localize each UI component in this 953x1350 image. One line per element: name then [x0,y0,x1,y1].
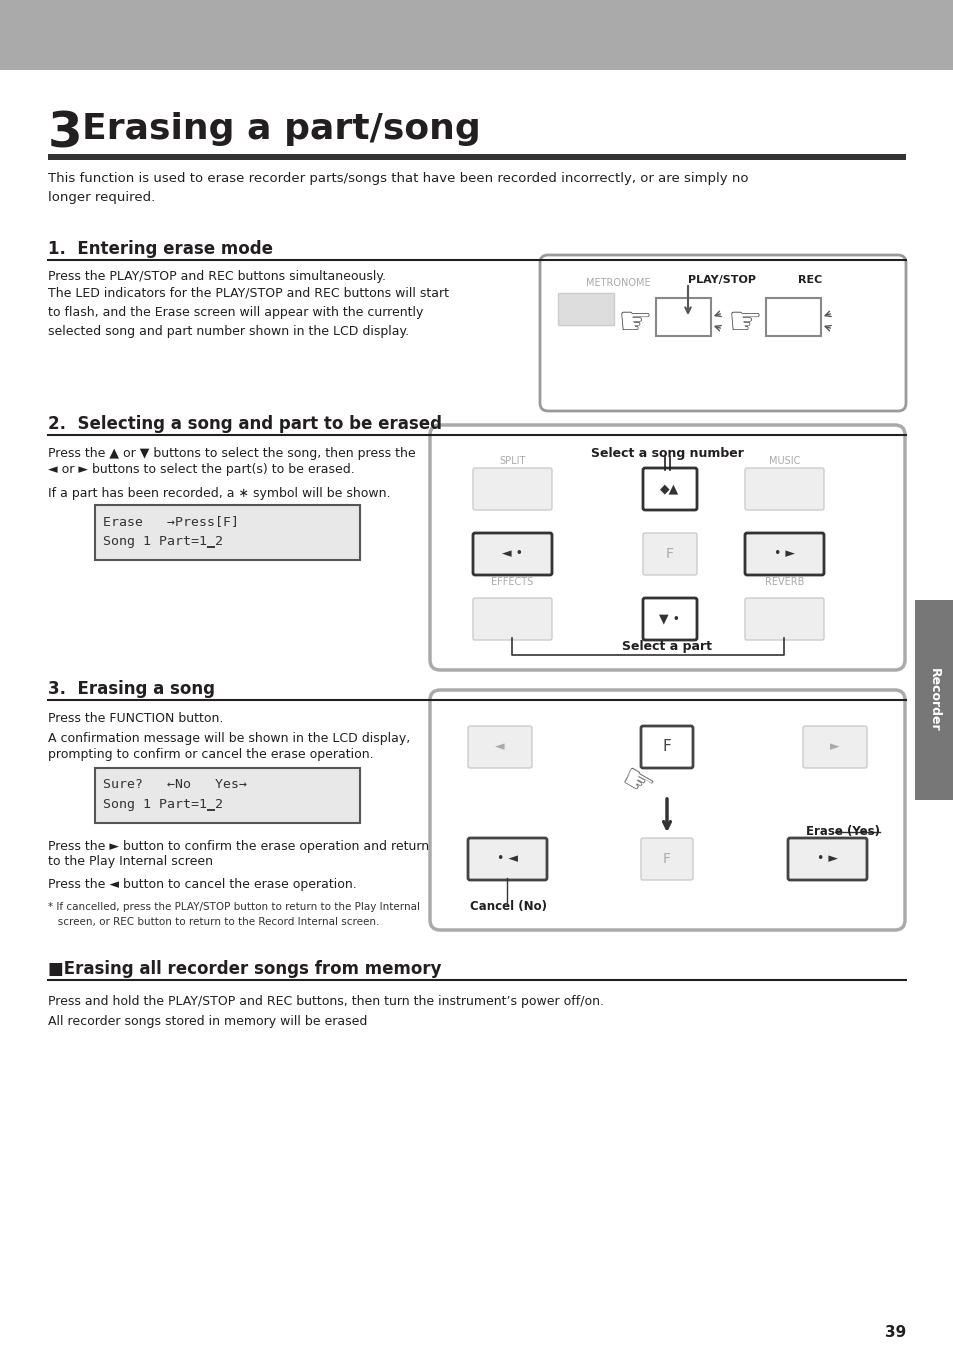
Text: EFFECTS: EFFECTS [491,576,533,587]
Text: ◄ •: ◄ • [501,548,522,560]
Text: F: F [662,740,671,755]
Text: 3: 3 [48,109,83,158]
Text: Sure?   ←No   Yes→: Sure? ←No Yes→ [103,778,247,791]
Text: Song 1 Part=1‗2: Song 1 Part=1‗2 [103,535,223,548]
Text: ◄ or ► buttons to select the part(s) to be erased.: ◄ or ► buttons to select the part(s) to … [48,463,355,477]
Text: prompting to confirm or cancel the erase operation.: prompting to confirm or cancel the erase… [48,748,374,761]
Text: 1.  Entering erase mode: 1. Entering erase mode [48,240,273,258]
Text: Recorder: Recorder [926,668,940,732]
FancyBboxPatch shape [539,255,905,410]
Bar [765,298,821,336]
Text: Press and hold the PLAY/STOP and REC buttons, then turn the instrument’s power o: Press and hold the PLAY/STOP and REC but… [48,995,603,1008]
Text: The LED indicators for the PLAY/STOP and REC buttons will start
to flash, and th: The LED indicators for the PLAY/STOP and… [48,288,449,338]
Bar [95,768,359,824]
Text: • ◄: • ◄ [497,852,517,865]
Text: Press the FUNCTION button.: Press the FUNCTION button. [48,711,223,725]
FancyBboxPatch shape [473,598,552,640]
Text: • ►: • ► [816,852,837,865]
Text: ■Erasing all recorder songs from memory: ■Erasing all recorder songs from memory [48,960,441,977]
Text: REC: REC [797,275,821,285]
Text: ▼ •: ▼ • [659,613,679,625]
Text: ☞: ☞ [618,304,652,342]
Text: 39: 39 [883,1324,905,1341]
Text: REVERB: REVERB [764,576,803,587]
Bar [95,505,359,560]
Text: 2.  Selecting a song and part to be erased: 2. Selecting a song and part to be erase… [48,414,441,433]
Text: PLAY/STOP: PLAY/STOP [687,275,755,285]
FancyBboxPatch shape [640,726,692,768]
Text: Erasing a part/song: Erasing a part/song [82,112,480,146]
Text: • ►: • ► [773,548,794,560]
Text: to the Play Internal screen: to the Play Internal screen [48,855,213,868]
FancyBboxPatch shape [642,468,697,510]
Text: * If cancelled, press the PLAY/STOP button to return to the Play Internal: * If cancelled, press the PLAY/STOP butt… [48,902,419,913]
Text: Cancel (No): Cancel (No) [470,900,546,913]
Text: ◄: ◄ [495,741,504,753]
FancyBboxPatch shape [787,838,866,880]
Text: ☞: ☞ [727,304,762,342]
Text: ►: ► [829,741,839,753]
Text: screen, or REC button to return to the Record Internal screen.: screen, or REC button to return to the R… [48,917,379,927]
FancyBboxPatch shape [640,838,692,880]
Text: F: F [665,547,673,562]
FancyBboxPatch shape [473,468,552,510]
FancyBboxPatch shape [642,598,697,640]
FancyBboxPatch shape [430,690,904,930]
Text: This function is used to erase recorder parts/songs that have been recorded inco: This function is used to erase recorder … [48,171,748,204]
Text: MUSIC: MUSIC [768,456,800,466]
FancyBboxPatch shape [802,726,866,768]
Text: ☞: ☞ [614,760,659,806]
Bar [558,293,614,325]
Text: Song 1 Part=1‗2: Song 1 Part=1‗2 [103,798,223,811]
Bar [656,298,710,336]
FancyBboxPatch shape [430,425,904,670]
Text: F: F [662,852,670,865]
Text: Select a part: Select a part [621,640,711,653]
Bar [48,154,905,161]
Text: All recorder songs stored in memory will be erased: All recorder songs stored in memory will… [48,1015,367,1027]
Text: METRONOME: METRONOME [585,278,650,288]
Text: SPLIT: SPLIT [498,456,525,466]
FancyBboxPatch shape [642,533,697,575]
Text: Press the ► button to confirm the erase operation and return: Press the ► button to confirm the erase … [48,840,429,853]
Text: Press the ◄ button to cancel the erase operation.: Press the ◄ button to cancel the erase o… [48,878,356,891]
Text: 3.  Erasing a song: 3. Erasing a song [48,680,214,698]
Text: Erase   →Press[F]: Erase →Press[F] [103,514,239,528]
FancyBboxPatch shape [744,598,823,640]
Text: Press the PLAY/STOP and REC buttons simultaneously.: Press the PLAY/STOP and REC buttons simu… [48,270,386,284]
FancyBboxPatch shape [744,533,823,575]
Text: A confirmation message will be shown in the LCD display,: A confirmation message will be shown in … [48,732,410,745]
Text: ◆▲: ◆▲ [659,482,679,495]
Bar [914,599,953,801]
Text: Press the ▲ or ▼ buttons to select the song, then press the: Press the ▲ or ▼ buttons to select the s… [48,447,416,460]
FancyBboxPatch shape [744,468,823,510]
FancyBboxPatch shape [468,726,532,768]
Text: If a part has been recorded, a ∗ symbol will be shown.: If a part has been recorded, a ∗ symbol … [48,487,390,500]
Bar [0,0,953,70]
FancyBboxPatch shape [468,838,546,880]
Text: Select a song number: Select a song number [590,447,742,460]
Text: Erase (Yes): Erase (Yes) [805,825,879,838]
FancyBboxPatch shape [473,533,552,575]
